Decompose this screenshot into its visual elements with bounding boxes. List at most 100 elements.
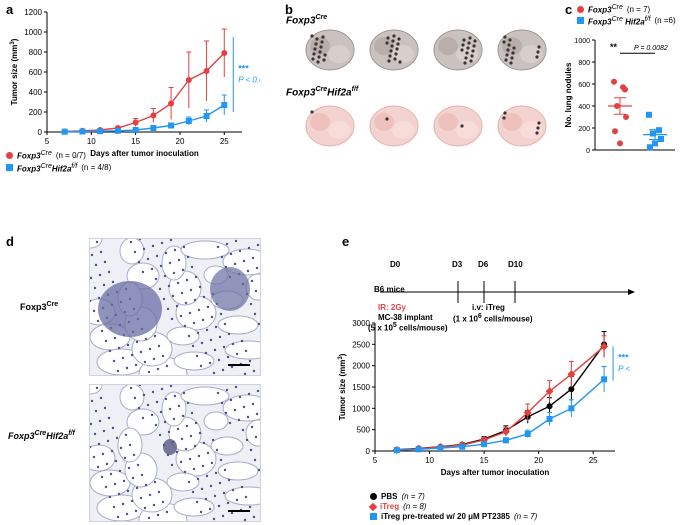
significance-stars: *** bbox=[238, 64, 249, 74]
nucleus bbox=[129, 240, 133, 244]
nucleus bbox=[175, 450, 179, 454]
tumor-nodule bbox=[473, 39, 477, 43]
lung-lobe bbox=[392, 121, 414, 139]
nucleus bbox=[231, 342, 235, 346]
data-point bbox=[481, 441, 488, 448]
nucleus bbox=[122, 479, 126, 483]
nucleus bbox=[173, 248, 177, 252]
y-tick-label: 800 bbox=[29, 48, 43, 57]
nucleus bbox=[185, 278, 189, 282]
alveolar-space bbox=[222, 394, 260, 422]
tumor-nodule bbox=[322, 58, 326, 62]
nucleus bbox=[220, 401, 224, 405]
lung-lobe bbox=[502, 113, 522, 131]
tumor-nodule bbox=[536, 50, 540, 54]
data-point bbox=[656, 127, 662, 134]
nucleus bbox=[183, 470, 187, 474]
nucleus bbox=[126, 343, 130, 347]
nucleus bbox=[229, 252, 233, 256]
nucleus bbox=[215, 448, 219, 452]
nucleus bbox=[237, 418, 241, 422]
nucleus bbox=[113, 482, 117, 486]
nucleus bbox=[247, 392, 251, 396]
nucleus bbox=[128, 443, 132, 447]
alveolar-space bbox=[173, 351, 215, 371]
chart-e: 0 500 1000 1500 2000 2500 3000 5 10 15 20 25 Days af… bbox=[338, 319, 630, 477]
alveolar-space bbox=[161, 391, 187, 427]
alveolar-space bbox=[224, 486, 260, 506]
nucleus bbox=[226, 355, 230, 359]
nucleus bbox=[183, 324, 187, 328]
nucleus bbox=[179, 460, 183, 464]
alveolar-space bbox=[245, 419, 260, 447]
nucleus bbox=[194, 275, 198, 279]
nucleus bbox=[144, 483, 148, 487]
data-point bbox=[502, 437, 509, 444]
data-point bbox=[501, 427, 510, 436]
nucleus bbox=[103, 260, 107, 264]
lung-row-knockout bbox=[300, 100, 552, 152]
nucleus bbox=[222, 345, 226, 349]
nucleus bbox=[238, 249, 242, 253]
nucleus bbox=[177, 258, 181, 262]
legend-c: Foxp3Cre (n = 7) Foxp3Cre Hif2af/f (n =6… bbox=[577, 4, 676, 26]
data-point bbox=[185, 77, 192, 83]
tumor-nodule bbox=[389, 49, 393, 53]
nucleus bbox=[108, 349, 112, 353]
nucleus bbox=[138, 239, 142, 241]
tumor-nodule bbox=[462, 38, 466, 42]
nucleus bbox=[252, 369, 256, 373]
tumor-nodule bbox=[503, 35, 507, 39]
nucleus bbox=[110, 449, 114, 453]
nucleus bbox=[198, 285, 202, 289]
nucleus bbox=[158, 287, 162, 291]
data-point bbox=[600, 342, 609, 351]
tumor-nodule bbox=[511, 51, 515, 55]
nucleus bbox=[255, 412, 259, 416]
y-tick-label: 600 bbox=[29, 68, 43, 77]
nucleus bbox=[220, 255, 224, 259]
nucleus bbox=[256, 389, 260, 393]
tumor-nodule bbox=[471, 49, 475, 53]
y-tick-label: 1500 bbox=[352, 383, 370, 392]
timeline-day-10: D10 bbox=[508, 260, 523, 269]
nucleus bbox=[139, 350, 143, 354]
tumor-nodule bbox=[460, 48, 464, 52]
nucleus bbox=[234, 239, 238, 243]
x-axis-label: Days after tumor inoculation bbox=[90, 149, 199, 158]
nucleus bbox=[172, 417, 176, 421]
tumor-nodule bbox=[510, 56, 514, 60]
tumor-nodule bbox=[463, 61, 467, 65]
y-tick-label: 800 bbox=[578, 60, 590, 67]
nucleus bbox=[169, 239, 173, 242]
data-point bbox=[221, 102, 228, 108]
nucleus bbox=[107, 270, 111, 274]
nucleus bbox=[184, 301, 188, 305]
nucleus bbox=[228, 421, 232, 425]
lung-lobe bbox=[438, 113, 458, 131]
alveolar-space bbox=[203, 411, 229, 431]
nucleus bbox=[170, 463, 174, 467]
nucleus bbox=[142, 393, 146, 397]
tumor-nodule bbox=[503, 111, 507, 115]
nucleus bbox=[136, 463, 140, 467]
nucleus bbox=[248, 359, 252, 363]
nucleus bbox=[163, 274, 167, 278]
nucleus bbox=[188, 311, 192, 315]
nucleus bbox=[146, 403, 150, 407]
data-point bbox=[647, 144, 653, 151]
nucleus bbox=[99, 250, 103, 254]
nucleus bbox=[192, 467, 196, 471]
y-tick-label: 1200 bbox=[24, 8, 42, 17]
lung-photo bbox=[369, 105, 419, 147]
nucleus bbox=[213, 494, 217, 498]
nucleus bbox=[257, 468, 260, 472]
nucleus bbox=[125, 512, 129, 516]
nucleus bbox=[121, 356, 125, 360]
nucleus bbox=[188, 457, 192, 461]
data-point bbox=[601, 376, 608, 383]
nucleus bbox=[167, 430, 171, 434]
legend-c-item-1: Foxp3Cre (n = 7) bbox=[577, 4, 676, 15]
nucleus bbox=[157, 344, 161, 348]
